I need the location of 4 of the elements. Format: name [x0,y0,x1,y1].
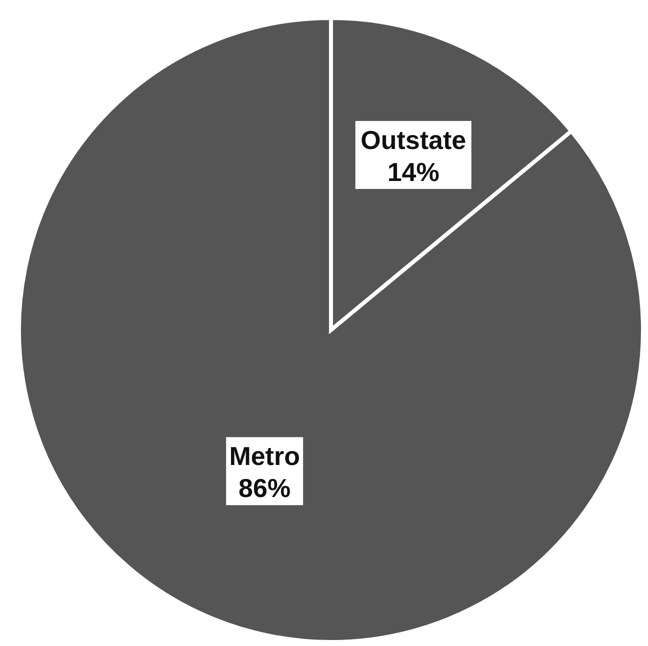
data-label: 14% [387,156,440,187]
slice-label: Outstate [360,124,466,155]
data-label: 86% [238,473,291,504]
slice-label: Metro [229,441,300,472]
